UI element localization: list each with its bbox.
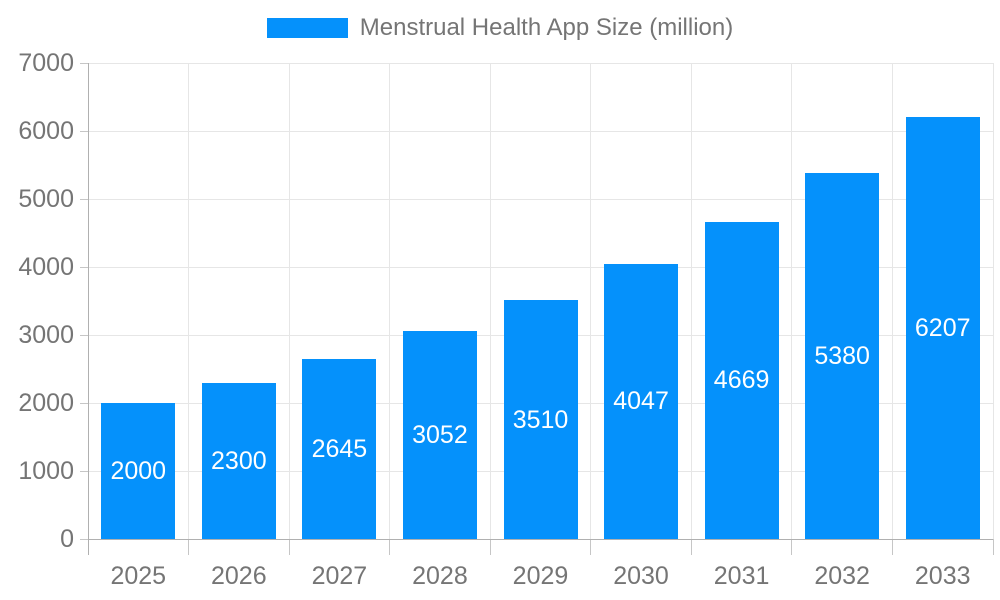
x-axis-tick <box>389 539 391 555</box>
gridline-vertical <box>690 63 692 539</box>
y-axis-tick-label: 4000 <box>18 253 74 281</box>
y-axis-tick <box>80 130 88 132</box>
gridline-horizontal <box>88 130 993 132</box>
legend: Menstrual Health App Size (million) <box>0 14 1000 42</box>
bar[interactable] <box>805 173 880 539</box>
y-axis-tick-label: 2000 <box>18 389 74 417</box>
gridline-vertical <box>590 63 592 539</box>
y-axis-tick <box>80 470 88 472</box>
y-axis-tick <box>80 334 88 336</box>
y-axis-tick <box>80 402 88 404</box>
y-axis-tick <box>80 198 88 200</box>
y-axis-tick-label: 5000 <box>18 185 74 213</box>
x-axis-tick-label: 2027 <box>311 562 368 590</box>
x-axis-tick-label: 2033 <box>914 562 971 590</box>
y-axis-tick-label: 6000 <box>18 117 74 145</box>
x-axis-tick-label: 2031 <box>713 562 770 590</box>
x-axis-tick <box>188 539 190 555</box>
x-axis-tick-label: 2025 <box>110 562 167 590</box>
bar[interactable] <box>402 331 477 539</box>
legend-swatch-icon <box>266 18 348 38</box>
bar[interactable] <box>302 359 377 539</box>
y-axis-tick-label: 1000 <box>18 457 74 485</box>
gridline-vertical <box>489 63 491 539</box>
gridline-vertical <box>891 63 893 539</box>
x-axis-tick <box>690 539 692 555</box>
bar[interactable] <box>604 263 679 539</box>
gridline-vertical <box>791 63 793 539</box>
y-axis-tick <box>80 62 88 64</box>
x-axis-tick-label: 2028 <box>412 562 468 590</box>
x-axis-tick <box>992 539 994 555</box>
gridline-horizontal <box>88 62 993 64</box>
legend-item[interactable]: Menstrual Health App Size (million) <box>266 14 734 42</box>
y-axis-tick <box>80 266 88 268</box>
gridline-vertical <box>188 63 190 539</box>
gridline-vertical <box>992 63 994 539</box>
x-axis-tick <box>288 539 290 555</box>
x-axis-tick <box>489 539 491 555</box>
x-axis-tick <box>791 539 793 555</box>
bar[interactable] <box>101 403 176 539</box>
bar[interactable] <box>704 221 779 539</box>
gridline-vertical <box>288 63 290 539</box>
legend-label: Menstrual Health App Size (million) <box>359 14 734 41</box>
x-axis-tick <box>590 539 592 555</box>
bar[interactable] <box>503 300 578 539</box>
y-axis-tick-label: 7000 <box>18 49 74 77</box>
gridline-horizontal <box>88 266 993 268</box>
y-axis-line <box>87 63 89 555</box>
y-axis-tick-label: 3000 <box>18 321 74 349</box>
x-axis-tick <box>891 539 893 555</box>
x-axis-tick-label: 2026 <box>211 562 267 590</box>
x-axis-tick-label: 2032 <box>814 562 870 590</box>
y-axis-tick-label: 0 <box>60 525 74 553</box>
x-axis-baseline <box>88 538 993 540</box>
y-axis-tick <box>80 538 88 540</box>
bar[interactable] <box>905 116 980 539</box>
gridline-vertical <box>389 63 391 539</box>
x-axis-tick-label: 2030 <box>613 562 669 590</box>
x-axis-tick-label: 2029 <box>512 562 569 590</box>
gridline-horizontal <box>88 198 993 200</box>
bar[interactable] <box>201 382 276 539</box>
